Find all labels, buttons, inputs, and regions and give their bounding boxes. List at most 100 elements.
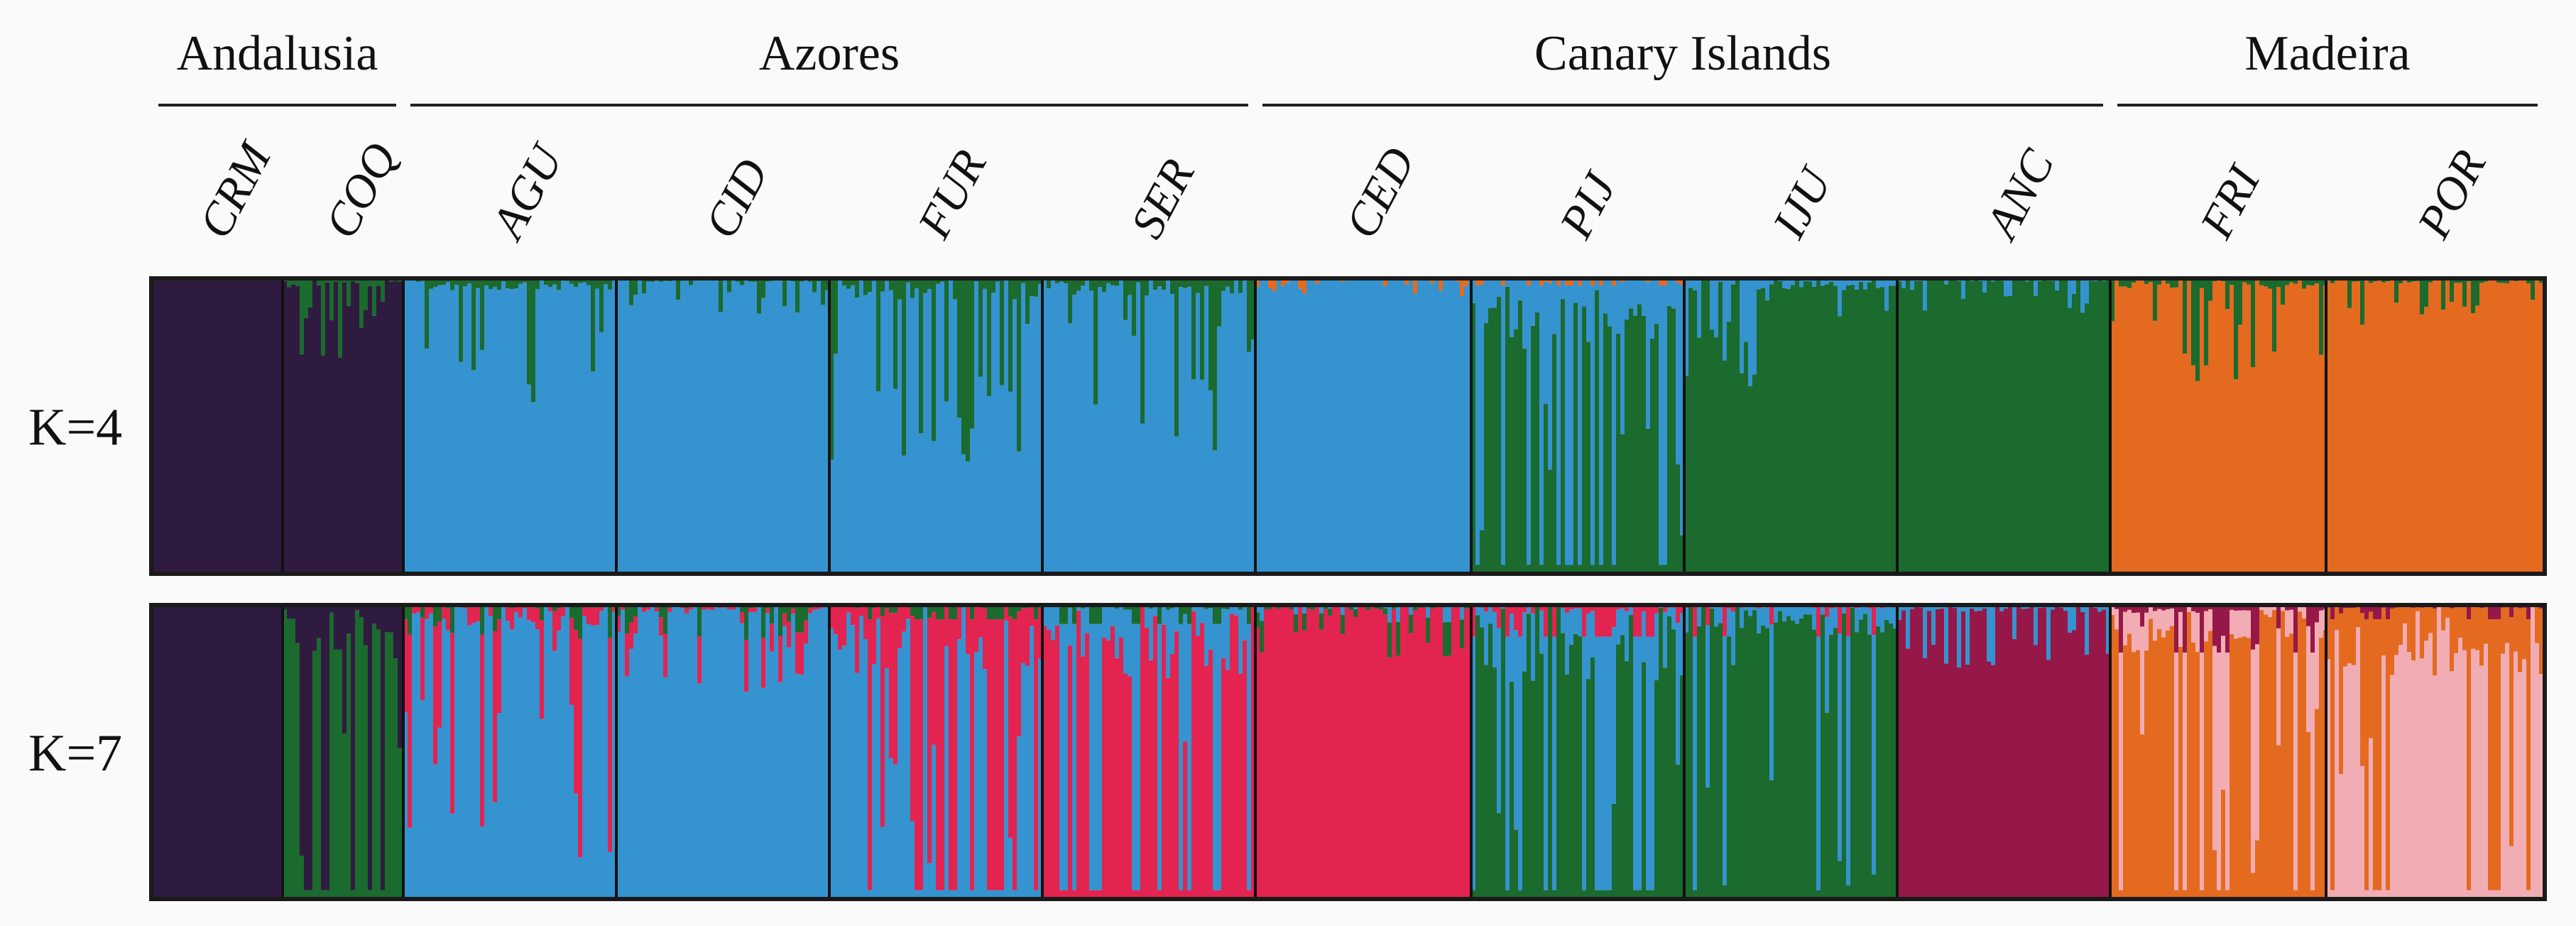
bar-segment-crm-purple (224, 278, 229, 574)
bar-segment-por-pink (2369, 738, 2374, 899)
bar-segment-iju-blue (1872, 635, 1877, 875)
bar-segment-crm-purple (190, 278, 195, 574)
bar-segment-iju-green (1684, 632, 1689, 899)
bar-segment-ced-blue (1264, 278, 1269, 574)
bar-segment-fur-red (906, 605, 911, 619)
bar-segment-cid-blue (663, 677, 668, 899)
bar-segment-ser-blue (1221, 290, 1226, 574)
bar-segment-ced-green (1396, 621, 1401, 656)
bar-segment-fur-blue (1004, 279, 1009, 574)
bar-segment-fur-red (838, 607, 843, 650)
bar-segment-agu-blue (544, 605, 549, 899)
bar-segment-pij-green (1599, 565, 1604, 574)
bar-segment-anc-green (1919, 280, 1923, 574)
bar-segment-ser-blue (1153, 606, 1158, 616)
bar-segment-anc-green (1906, 279, 1911, 574)
bar-segment-iju-blue (1825, 616, 1830, 713)
bar-segment-fur-blue (927, 863, 932, 899)
bar-segment-iju-green (1842, 290, 1847, 574)
bar-segment-cid-red (795, 632, 800, 674)
bar-segment-ser-blue (1110, 606, 1115, 626)
bar-segment-pij-green (1637, 304, 1642, 574)
bar-segment-por-orange (2428, 282, 2433, 574)
bar-segment-anc-maroon (1927, 611, 1932, 899)
bar-segment-iju-green (1889, 285, 1894, 574)
bar-segment-pij-green (1650, 338, 1655, 574)
bar-segment-por-green (2347, 278, 2352, 308)
bar-segment-por-maroon (2496, 605, 2501, 620)
bar-segment-por-orange (2364, 279, 2369, 574)
bar-segment-fri-maroon (2242, 605, 2247, 611)
bar-segment-pij-blue (1535, 279, 1540, 313)
bar-segment-cid-blue (684, 613, 689, 899)
bar-segment-fri-green (2204, 278, 2209, 366)
bar-segment-pij-red (1616, 605, 1621, 610)
bar-segment-crm-purple (181, 605, 186, 899)
bar-segment-fri-orange (2114, 629, 2119, 899)
bar-segment-pij-green (1497, 296, 1502, 574)
bar-segment-ser-blue (1204, 609, 1209, 666)
bar-segment-ced-blue (1400, 278, 1405, 574)
bar-segment-coq-purple (308, 605, 313, 890)
bar-segment-coq-purple (334, 605, 339, 650)
bar-segment-fur-blue (868, 890, 873, 899)
bar-segment-iju-green (1710, 329, 1715, 574)
bar-segment-fri-pink (2195, 612, 2200, 652)
bar-segment-fri-orange (2174, 287, 2179, 574)
bar-segment-iju-green (1889, 623, 1894, 899)
bar-segment-cid-red (697, 636, 702, 684)
bar-segment-fri-orange (2264, 286, 2269, 574)
bar-segment-agu-blue (420, 280, 425, 574)
bar-segment-pij-green (1612, 565, 1617, 574)
bar-segment-ser-green (1072, 278, 1077, 295)
bar-segment-pij-green (1561, 633, 1566, 899)
bar-segment-fri-orange (2166, 283, 2171, 574)
bar-segment-por-orange (2509, 280, 2514, 574)
bar-segment-agu-blue (565, 280, 570, 574)
bar-segment-fur-blue (851, 285, 856, 574)
bar-segment-anc-blue (2008, 278, 2013, 296)
bar-segment-ser-blue (1119, 279, 1124, 574)
bar-segment-pij-green (1527, 614, 1532, 899)
bar-segment-iju-red (1723, 605, 1728, 636)
bar-segment-anc-maroon (1970, 608, 1975, 899)
bar-segment-iju-blue (1833, 607, 1838, 628)
bar-segment-iju-blue (1846, 636, 1851, 886)
bar-segment-agu-green (569, 278, 574, 284)
bar-segment-fri-orange (2247, 638, 2252, 899)
bar-segment-por-orange (2492, 278, 2497, 574)
bar-segment-fri-pink (2247, 610, 2252, 638)
bar-segment-iju-green (1752, 610, 1757, 899)
bar-segment-pij-blue (1646, 636, 1651, 890)
bar-segment-pij-red (1595, 605, 1600, 637)
bar-segment-fri-maroon (2289, 605, 2294, 610)
bar-segment-ced-red (1319, 629, 1324, 899)
bar-segment-cid-green (761, 278, 766, 298)
bar-segment-iju-green (1778, 281, 1783, 574)
bar-segment-ced-red (1447, 655, 1452, 899)
bar-segment-cid-red (761, 638, 766, 688)
bar-segment-fur-green (855, 278, 860, 298)
bar-segment-iju-green (1727, 321, 1732, 574)
bar-segment-fri-green (2208, 278, 2213, 301)
bar-segment-ced-red (1315, 606, 1320, 899)
bar-segment-fri-green (2191, 278, 2196, 366)
bar-segment-fur-blue (897, 648, 902, 899)
bar-segment-fri-pink (2144, 612, 2149, 651)
bar-segment-agu-blue (446, 282, 451, 574)
bar-segment-pij-blue (1561, 608, 1566, 633)
bar-segment-iju-blue (1850, 278, 1855, 285)
bar-segment-fri-orange (2289, 282, 2294, 574)
bar-segment-pij-green (1590, 565, 1595, 574)
bar-segment-fur-green (919, 605, 924, 620)
bar-segment-fri-maroon (2191, 605, 2196, 611)
bar-segment-iju-blue (1731, 278, 1736, 285)
bar-segment-ced-red (1324, 609, 1328, 899)
bar-segment-cid-blue (706, 609, 711, 899)
bar-segment-por-pink (2386, 890, 2391, 899)
bar-segment-agu-blue (501, 606, 506, 899)
bar-segment-por-orange (2390, 278, 2395, 574)
bar-segment-agu-green (425, 278, 430, 349)
bar-segment-por-pink (2505, 643, 2510, 899)
bar-segment-fur-blue (1030, 626, 1035, 899)
